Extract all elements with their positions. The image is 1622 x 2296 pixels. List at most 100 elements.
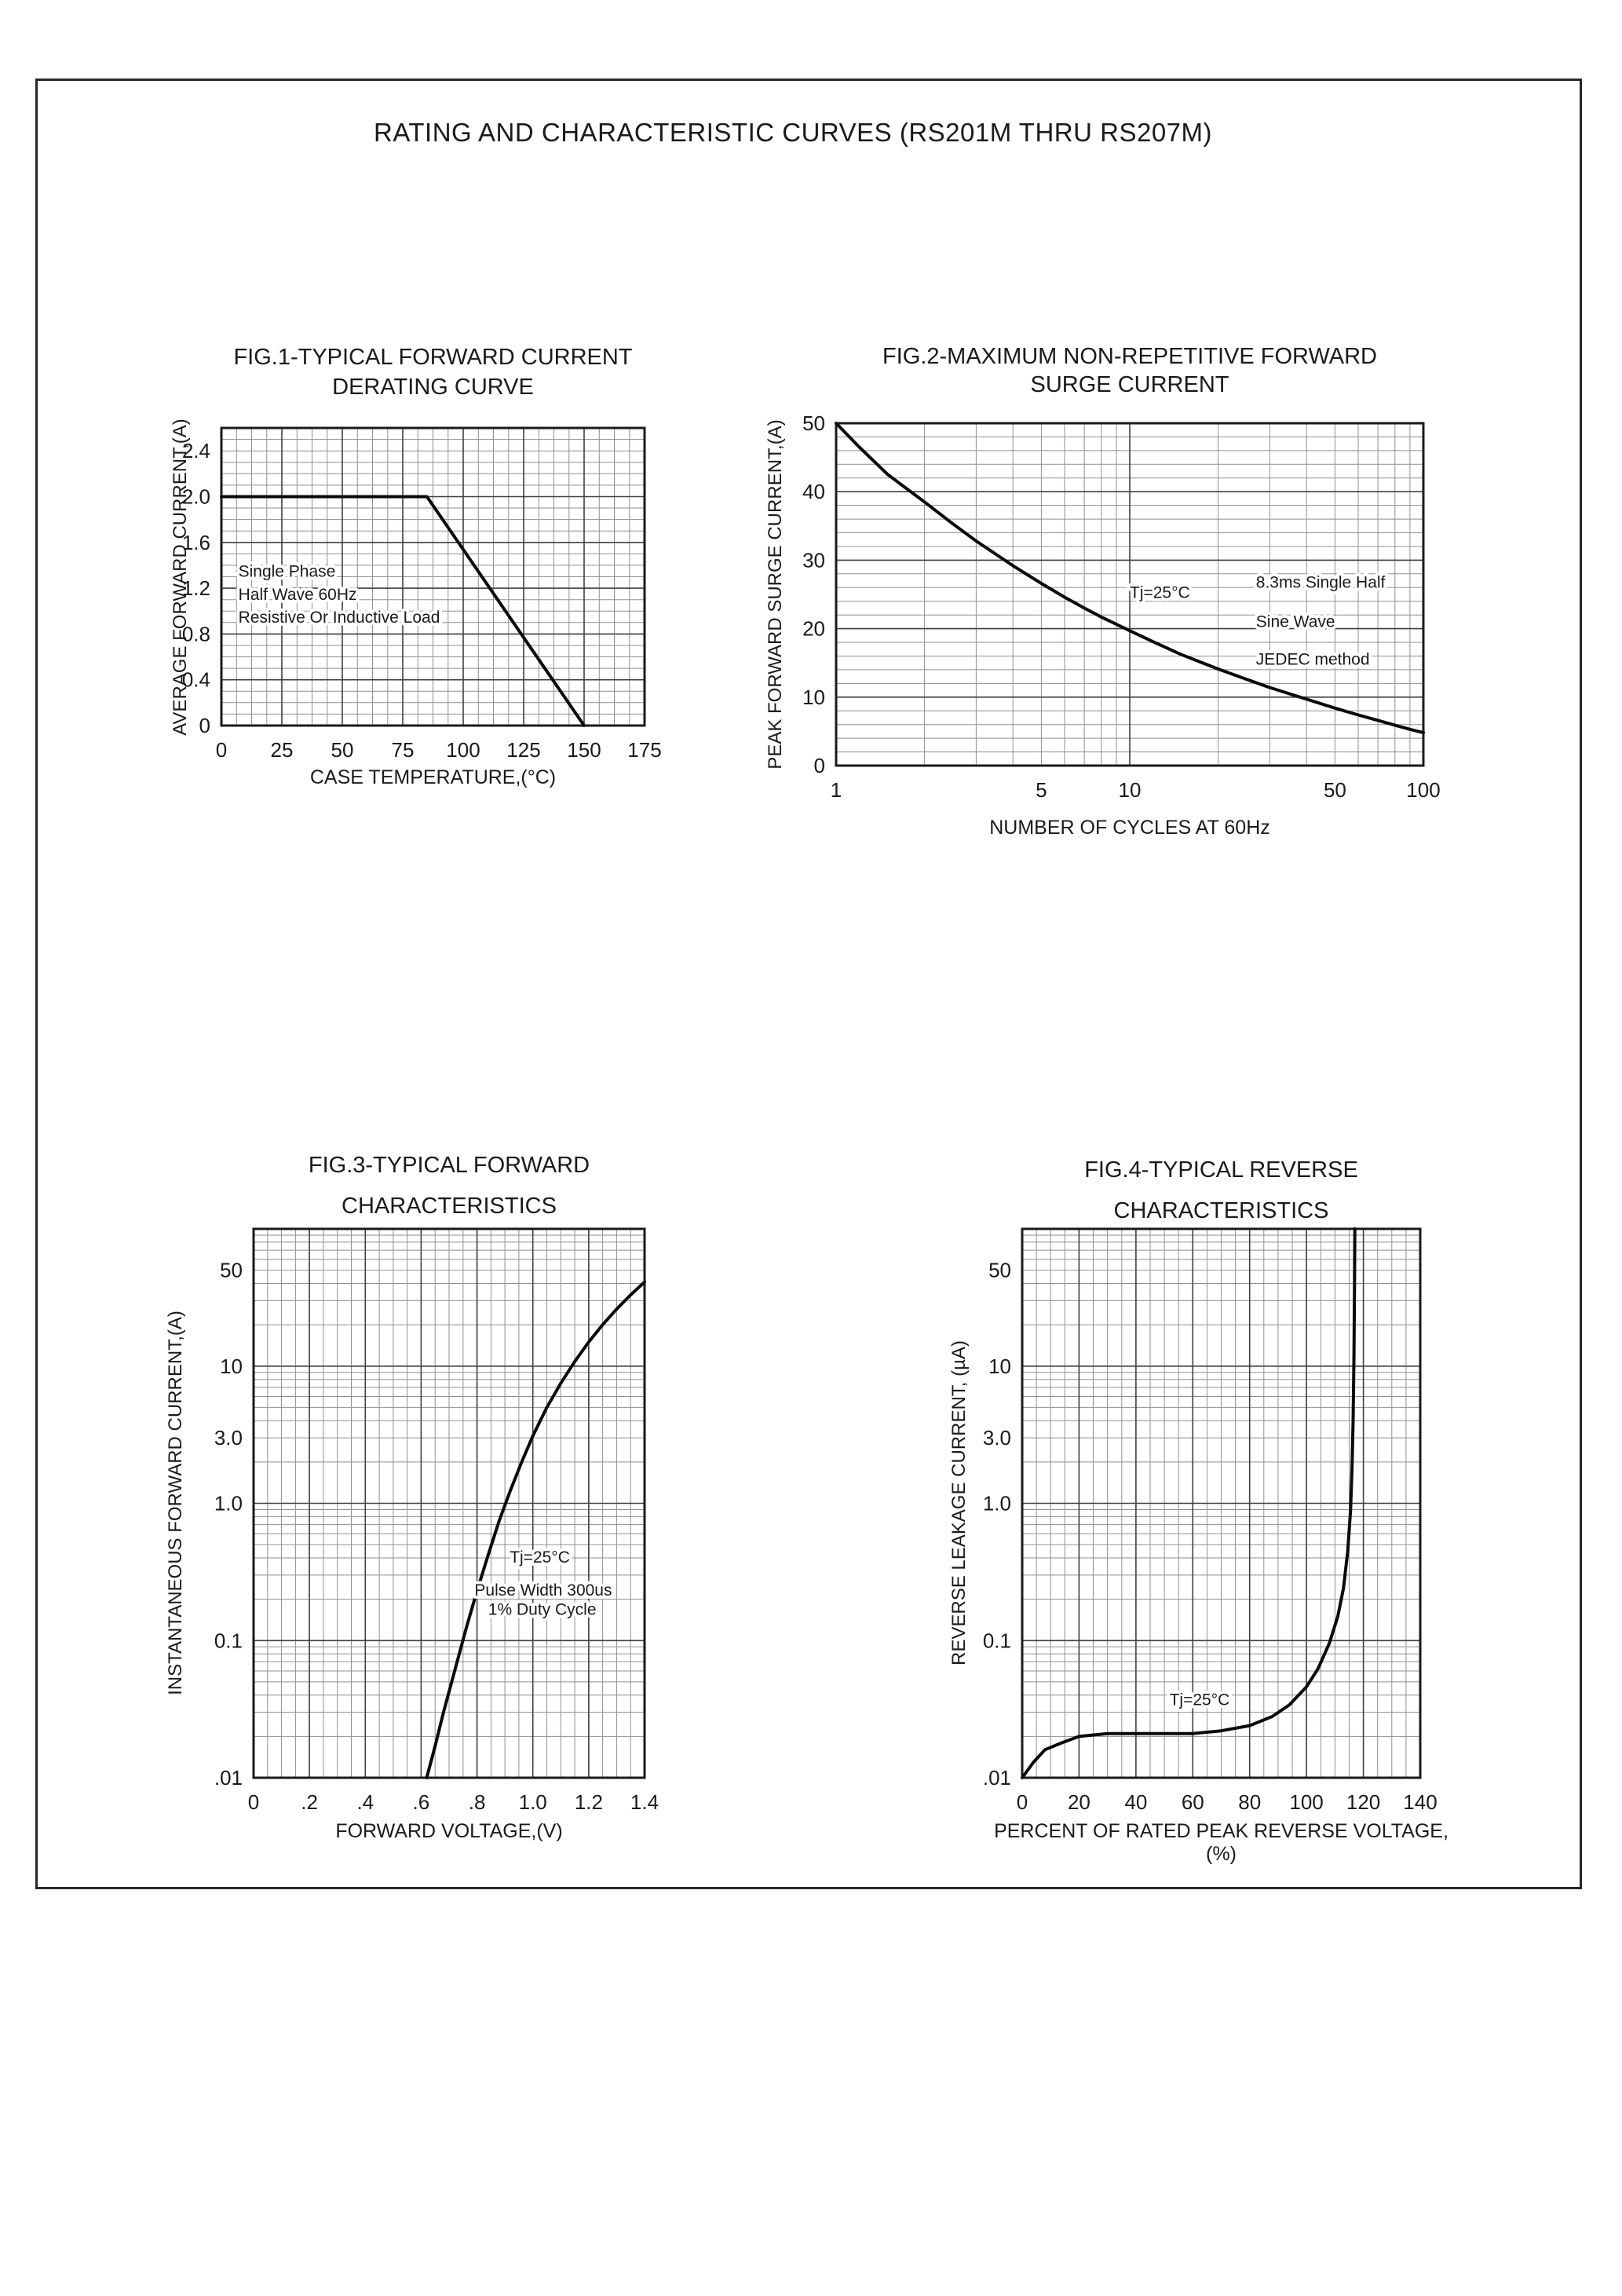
x-tick-label: 0: [248, 1790, 259, 1814]
fig2-caption-line1: FIG.2-MAXIMUM NON-REPETITIVE FORWARD: [882, 344, 1377, 369]
annotation: 1% Duty Cycle: [488, 1600, 597, 1618]
x-tick-label: 1.0: [519, 1790, 547, 1814]
x-tick-label: 50: [1324, 778, 1346, 802]
fig1-caption-line1: FIG.1-TYPICAL FORWARD CURRENT: [233, 345, 633, 370]
x-tick-label: 60: [1182, 1790, 1204, 1814]
fig4-x-axis-label: PERCENT OF RATED PEAK REVERSE VOLTAGE, (…: [994, 1820, 1448, 1865]
surge-current-curve: [835, 422, 1425, 735]
y-tick-label: 1.0: [214, 1492, 243, 1515]
plot-border: [220, 426, 646, 727]
x-tick-label: 10: [1119, 778, 1142, 802]
x-tick-label: 0: [1017, 1790, 1028, 1814]
tick-labels: 0 .2 .4 .6 .8 1.0 1.2 1.4 50 10 3.0 1.0 0.1 .01: [214, 1259, 659, 1814]
x-tick-label: 175: [627, 738, 661, 762]
x-tick-label: 50: [331, 738, 354, 762]
y-tick-label: 0: [199, 714, 210, 737]
page-title: RATING AND CHARACTERISTIC CURVES (RS201M…: [373, 118, 1212, 147]
x-tick-label: 40: [1124, 1790, 1147, 1814]
fig2-caption-line2: SURGE CURRENT: [1030, 372, 1229, 397]
fig1-caption-line2: DERATING CURVE: [332, 375, 534, 400]
x-tick-label: 150: [567, 738, 601, 762]
x-tick-label: 125: [506, 738, 540, 762]
x-tick-label: 100: [1406, 778, 1440, 802]
y-tick-label: 1.0: [983, 1492, 1011, 1515]
gridlines: [836, 423, 1423, 766]
annotation: Tj=25°C: [510, 1548, 570, 1567]
fig3-caption: FIG.3-TYPICAL FORWARD CHARACTERISTICS: [254, 1145, 645, 1227]
page-frame: [35, 79, 1582, 1889]
fig1-svg: 0 25 50 75 100 125 150 175 2.4 2.0 1.6 1.2 0.8 0.4 0 Si…: [182, 426, 662, 762]
fig3-caption-line1: FIG.3-TYPICAL FORWARD: [308, 1153, 590, 1178]
plot-border: [835, 422, 1425, 767]
y-tick-label: 50: [988, 1259, 1011, 1282]
annotation: Half Wave 60Hz: [239, 586, 357, 604]
x-tick-label: .2: [301, 1790, 318, 1814]
tick-labels: 0 20 40 60 80 100 120 140 50 10 3.0 1.0 0.1 .01: [983, 1259, 1438, 1814]
annotation: JEDEC method: [1256, 650, 1370, 668]
annotation: Tj=25°C: [1170, 1691, 1230, 1709]
y-tick-label: 1.2: [182, 576, 210, 600]
x-tick-label: 20: [1068, 1790, 1090, 1814]
y-tick-label: 3.0: [214, 1426, 243, 1450]
fig3-x-axis-label: FORWARD VOLTAGE,(V): [335, 1820, 563, 1842]
fig4-svg: 0 20 40 60 80 100 120 140 50 10 3.0 1.0 0.1 .01 Tj=25°…: [983, 1227, 1438, 1814]
y-tick-label: 2.0: [182, 485, 210, 509]
forward-characteristics-curve: [425, 1280, 646, 1779]
fig4-plot-area: 0 20 40 60 80 100 120 140 50 10 3.0 1.0 0.1 .01 Tj=25°…: [944, 1210, 1453, 1840]
y-tick-label: 20: [802, 617, 825, 641]
fig4-caption: FIG.4-TYPICAL REVERSE CHARACTERISTICS: [1022, 1150, 1420, 1231]
y-tick-label: 0.4: [182, 668, 210, 692]
fig4-caption-line1: FIG.4-TYPICAL REVERSE: [1084, 1157, 1358, 1183]
annotation: Tj=25°C: [1130, 583, 1190, 601]
gridlines: [1022, 1229, 1420, 1778]
x-tick-label: 100: [1289, 1790, 1323, 1814]
fig2-caption: FIG.2-MAXIMUM NON-REPETITIVE FORWARD SUR…: [836, 342, 1423, 399]
x-tick-label: 25: [271, 738, 294, 762]
x-tick-label: .6: [413, 1790, 430, 1814]
tick-labels: 0 25 50 75 100 125 150 175 2.4 2.0 1.6 1.2 0.8 0.4 0: [182, 439, 662, 762]
fig3-plot-area: 0 .2 .4 .6 .8 1.0 1.2 1.4 50 10 3.0 1.0 0.1 .01 Tj=25°…: [175, 1210, 678, 1840]
y-tick-label: 0.1: [214, 1629, 243, 1652]
y-tick-label: 10: [802, 686, 825, 709]
y-tick-label: 50: [220, 1259, 243, 1282]
x-tick-label: 120: [1346, 1790, 1380, 1814]
fig2-x-axis-label: NUMBER OF CYCLES AT 60Hz: [989, 817, 1270, 839]
x-tick-label: 80: [1238, 1790, 1261, 1814]
x-tick-label: 75: [392, 738, 415, 762]
y-tick-label: 1.6: [182, 531, 210, 554]
gridlines: [254, 1229, 645, 1778]
derating-curve-curve: [220, 495, 586, 727]
fig4-caption-line2: CHARACTERISTICS: [1113, 1198, 1329, 1223]
x-tick-label: 1.2: [575, 1790, 603, 1814]
y-tick-label: 30: [802, 548, 825, 572]
annotation: Pulse Width 300us: [474, 1581, 612, 1600]
x-tick-label: 140: [1403, 1790, 1437, 1814]
y-tick-label: 50: [802, 411, 825, 435]
y-tick-label: 40: [802, 480, 825, 503]
annotation: 8.3ms Single Half: [1256, 573, 1386, 591]
y-tick-label: 3.0: [983, 1426, 1011, 1450]
fig1-x-axis-label: CASE TEMPERATURE,(°C): [309, 766, 557, 788]
x-tick-label: .8: [469, 1790, 486, 1814]
y-tick-label: 10: [988, 1355, 1011, 1378]
y-tick-label: 0: [814, 754, 825, 777]
y-tick-label: 2.4: [182, 439, 210, 462]
x-tick-label: 100: [446, 738, 480, 762]
plot-border: [1021, 1227, 1422, 1779]
x-tick-label: 0: [216, 738, 227, 762]
x-tick-label: .4: [356, 1790, 374, 1814]
y-tick-label: 0.8: [182, 622, 210, 645]
fig1-caption: FIG.1-TYPICAL FORWARD CURRENT DERATING C…: [221, 342, 645, 402]
x-tick-label: 5: [1036, 778, 1047, 802]
y-tick-label: .01: [214, 1766, 243, 1790]
plot-border: [252, 1227, 646, 1779]
y-tick-label: 0.1: [983, 1629, 1011, 1652]
fig3-caption-line2: CHARACTERISTICS: [342, 1194, 557, 1219]
fig3-svg: 0 .2 .4 .6 .8 1.0 1.2 1.4 50 10 3.0 1.0 0.1 .01 Tj=25°…: [214, 1227, 659, 1814]
annotation: Single Phase: [239, 563, 336, 581]
y-tick-label: 10: [220, 1355, 243, 1378]
x-tick-label: 1.4: [630, 1790, 659, 1814]
